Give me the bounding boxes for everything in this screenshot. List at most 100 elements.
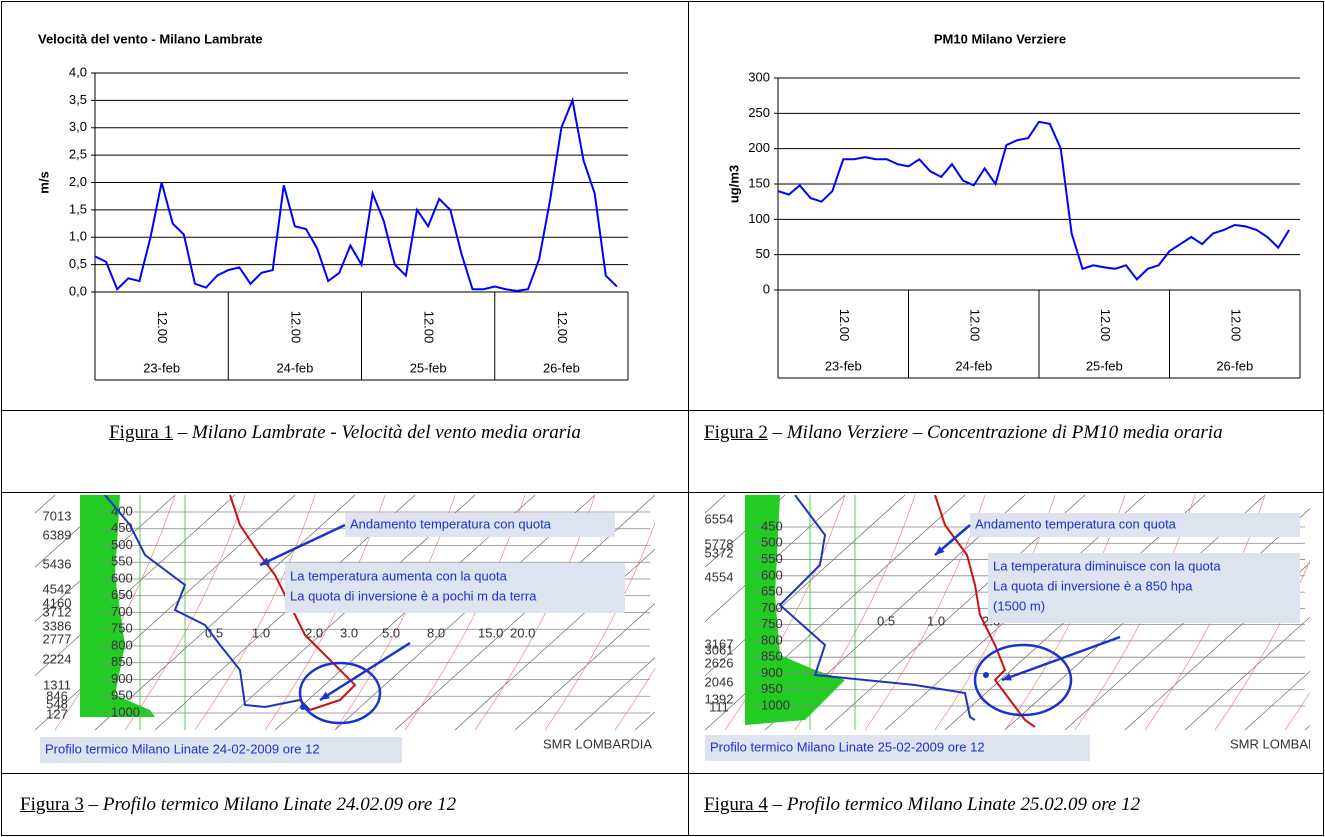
height-label: 3167 — [705, 636, 733, 651]
x-category-label: 26-feb — [1216, 358, 1253, 373]
isotherm — [1244, 670, 1310, 731]
x-tick-label: 12.00 — [967, 309, 982, 342]
temperature-profile — [934, 495, 1036, 728]
arrow-head — [935, 546, 945, 555]
note-box — [40, 737, 402, 763]
caption-label: Figura 3 — [20, 794, 84, 815]
y-tick-label: 3,5 — [69, 92, 87, 107]
pressure-label: 500 — [761, 535, 783, 550]
chart-title: Velocità del vento - Milano Lambrate — [38, 31, 263, 46]
note-text: La quota di inversione è a pochi m da te… — [290, 588, 537, 603]
y-tick-label: 2,0 — [69, 174, 87, 189]
isotherm — [574, 657, 655, 731]
x-tick-label: 12.00 — [1098, 309, 1113, 342]
caption-label: Figura 2 — [704, 422, 768, 443]
height-label: 127 — [46, 706, 68, 721]
highlight-ellipse — [298, 661, 382, 725]
pressure-label: 550 — [111, 554, 133, 569]
mixing-ratio-label: 0.5 — [877, 613, 895, 628]
arrow-head — [320, 691, 330, 700]
y-tick-label: 150 — [748, 175, 770, 190]
height-label: 3386 — [43, 618, 72, 633]
y-axis-label: ug/m3 — [726, 165, 741, 203]
mixing-ratio-label: 15.0 — [478, 625, 503, 640]
mixing-ratio-label: 2.0 — [305, 625, 323, 640]
isotherm — [705, 495, 846, 622]
note-box — [970, 513, 1300, 537]
isotherm — [35, 495, 116, 568]
marker — [300, 704, 306, 710]
caption-separator: – — [177, 422, 188, 443]
pressure-label: 700 — [761, 600, 783, 615]
pressure-label: 950 — [761, 681, 783, 696]
isotherm — [705, 495, 786, 568]
pressure-label: 650 — [761, 584, 783, 599]
highlight-ellipse — [973, 643, 1073, 717]
adiabat — [124, 495, 246, 731]
diagram-title: Profilo termico Milano Linate 24-02-2009… — [45, 741, 320, 756]
diagram-title: Profilo termico Milano Linate 25-02-2009… — [710, 739, 985, 754]
pressure-label: 550 — [761, 551, 783, 566]
y-tick-label: 250 — [748, 105, 770, 120]
border — [1, 492, 1324, 493]
x-tick-label: 12.00 — [288, 311, 303, 344]
diagram-credit: SMR LOMBARDIA — [1230, 736, 1310, 751]
humidity-area — [80, 495, 155, 717]
mixing-ratio-label: 8.0 — [427, 625, 445, 640]
border — [1, 1, 2, 836]
isotherm — [1184, 616, 1310, 731]
x-category-label: 25-feb — [410, 360, 447, 375]
adiabat — [54, 495, 176, 731]
adiabat — [194, 495, 316, 731]
x-category-label: 25-feb — [1086, 358, 1123, 373]
border — [688, 1, 689, 836]
isotherm — [1304, 725, 1310, 731]
note-box — [285, 563, 625, 613]
y-axis-label: m/s — [36, 171, 51, 193]
chart: Velocità del vento - Milano Lambrate m/s 0… — [36, 31, 629, 381]
caption-label: Figura 4 — [704, 794, 768, 815]
caption-text: Profilo termico Milano Linate 25.02.09 o… — [786, 794, 1141, 815]
chart: PM10 Milano Verziere ug/m3 0 50 100 150 200 250… — [726, 31, 1301, 379]
height-label: 7013 — [43, 508, 72, 523]
x-category-label: 24-feb — [955, 358, 992, 373]
pressure-label: 500 — [111, 537, 133, 552]
note-text: (1500 m) — [993, 598, 1045, 613]
adiabat — [614, 667, 655, 731]
pressure-label: 450 — [111, 520, 133, 535]
adiabat — [724, 495, 846, 731]
height-label: 2626 — [705, 655, 733, 670]
height-label: 4542 — [43, 581, 72, 596]
isotherm — [35, 495, 176, 622]
x-tick-label: 12.00 — [1228, 309, 1243, 342]
height-label: 3712 — [43, 604, 72, 619]
pressure-label: 1000 — [111, 704, 140, 719]
border — [1, 410, 1324, 411]
height-label: 3061 — [705, 642, 733, 657]
height-label: 5778 — [705, 536, 733, 551]
caption-separator: – — [772, 422, 783, 443]
y-tick-label: 0,5 — [69, 256, 87, 271]
pressure-label: 900 — [111, 671, 133, 686]
marker — [983, 672, 989, 678]
caption-separator: – — [772, 794, 783, 815]
x-tick-label: 12.00 — [422, 311, 437, 344]
note-text: Andamento temperatura con quota — [975, 516, 1177, 531]
mixing-ratio-label: 1.0 — [927, 613, 945, 628]
pressure-label: 450 — [761, 518, 783, 533]
note-text: Andamento temperatura con quota — [350, 516, 552, 531]
humidity-area — [745, 495, 845, 725]
height-label: 4554 — [705, 569, 733, 584]
y-tick-label: 2,5 — [69, 147, 87, 162]
x-tick-label: 12.00 — [837, 309, 852, 342]
caption-text: Milano Lambrate - Velocità del vento med… — [191, 422, 581, 443]
x-category-label: 23-feb — [825, 358, 862, 373]
note-box — [345, 513, 615, 537]
mixing-ratio-label: 1.0 — [252, 625, 270, 640]
border — [1323, 1, 1324, 836]
pressure-label: 750 — [111, 621, 133, 636]
note-box — [705, 735, 1090, 761]
pressure-label: 950 — [111, 688, 133, 703]
border — [1, 1, 1324, 2]
border — [1, 835, 1324, 836]
